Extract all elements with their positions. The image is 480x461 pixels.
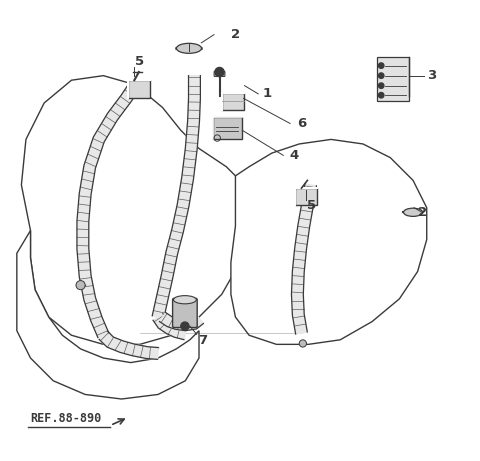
Circle shape [378,93,384,98]
Ellipse shape [404,208,422,216]
FancyBboxPatch shape [173,298,197,327]
Circle shape [378,73,384,78]
Text: 5: 5 [135,54,144,68]
FancyBboxPatch shape [129,80,150,98]
Text: 2: 2 [418,206,427,219]
Polygon shape [22,76,249,344]
Text: 2: 2 [231,28,240,41]
Text: 7: 7 [198,334,207,347]
Polygon shape [77,82,140,337]
FancyBboxPatch shape [213,117,242,139]
Polygon shape [153,314,187,340]
Text: 4: 4 [289,149,299,162]
Polygon shape [99,331,158,360]
Polygon shape [152,76,200,318]
Text: 5: 5 [307,199,316,212]
FancyBboxPatch shape [222,93,244,110]
Text: 3: 3 [427,69,436,82]
FancyBboxPatch shape [214,71,225,77]
Ellipse shape [173,296,196,304]
Bar [377,58,408,100]
Text: 6: 6 [297,117,306,130]
Circle shape [181,322,189,330]
Text: 1: 1 [263,88,272,100]
Polygon shape [231,139,427,344]
Polygon shape [17,230,199,399]
Circle shape [378,63,384,68]
Ellipse shape [177,43,202,53]
FancyBboxPatch shape [295,188,316,206]
Circle shape [76,281,85,290]
Polygon shape [159,313,204,331]
Text: REF.88-890: REF.88-890 [31,412,102,425]
Polygon shape [291,184,316,334]
Circle shape [299,340,307,347]
Circle shape [215,67,224,77]
Circle shape [378,83,384,89]
